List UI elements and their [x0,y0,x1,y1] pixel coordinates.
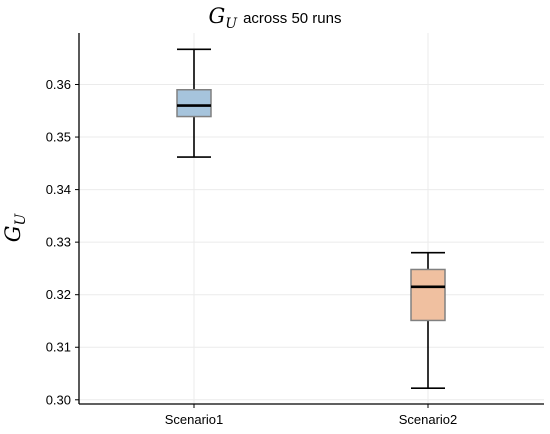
x-tick-label: Scenario2 [399,412,458,427]
box-scenario2 [410,251,446,390]
axes [78,33,544,405]
y-tick-label: 0.31 [46,340,71,355]
y-ticks: 0.30 0.31 0.32 0.33 0.34 0.35 0.36 [46,77,79,407]
y-tick-label: 0.35 [46,130,71,145]
y-tick-label: 0.33 [46,235,71,250]
y-tick-label: 0.32 [46,287,71,302]
box-scenario1 [176,48,212,158]
y-tick-label: 0.36 [46,77,71,92]
iqr-box [176,89,212,118]
x-tick-label: Scenario1 [165,412,224,427]
y-tick-label: 0.30 [46,392,71,407]
x-ticks: Scenario1 Scenario2 [165,404,458,427]
box-series [176,48,446,390]
title-symbol: G [208,4,226,28]
chart-title: GU across 50 runs [0,4,550,32]
title-text: across 50 runs [243,10,342,27]
title-subscript: U [225,16,238,32]
y-tick-label: 0.34 [46,182,71,197]
grid-lines [79,33,544,404]
iqr-box [410,268,446,322]
